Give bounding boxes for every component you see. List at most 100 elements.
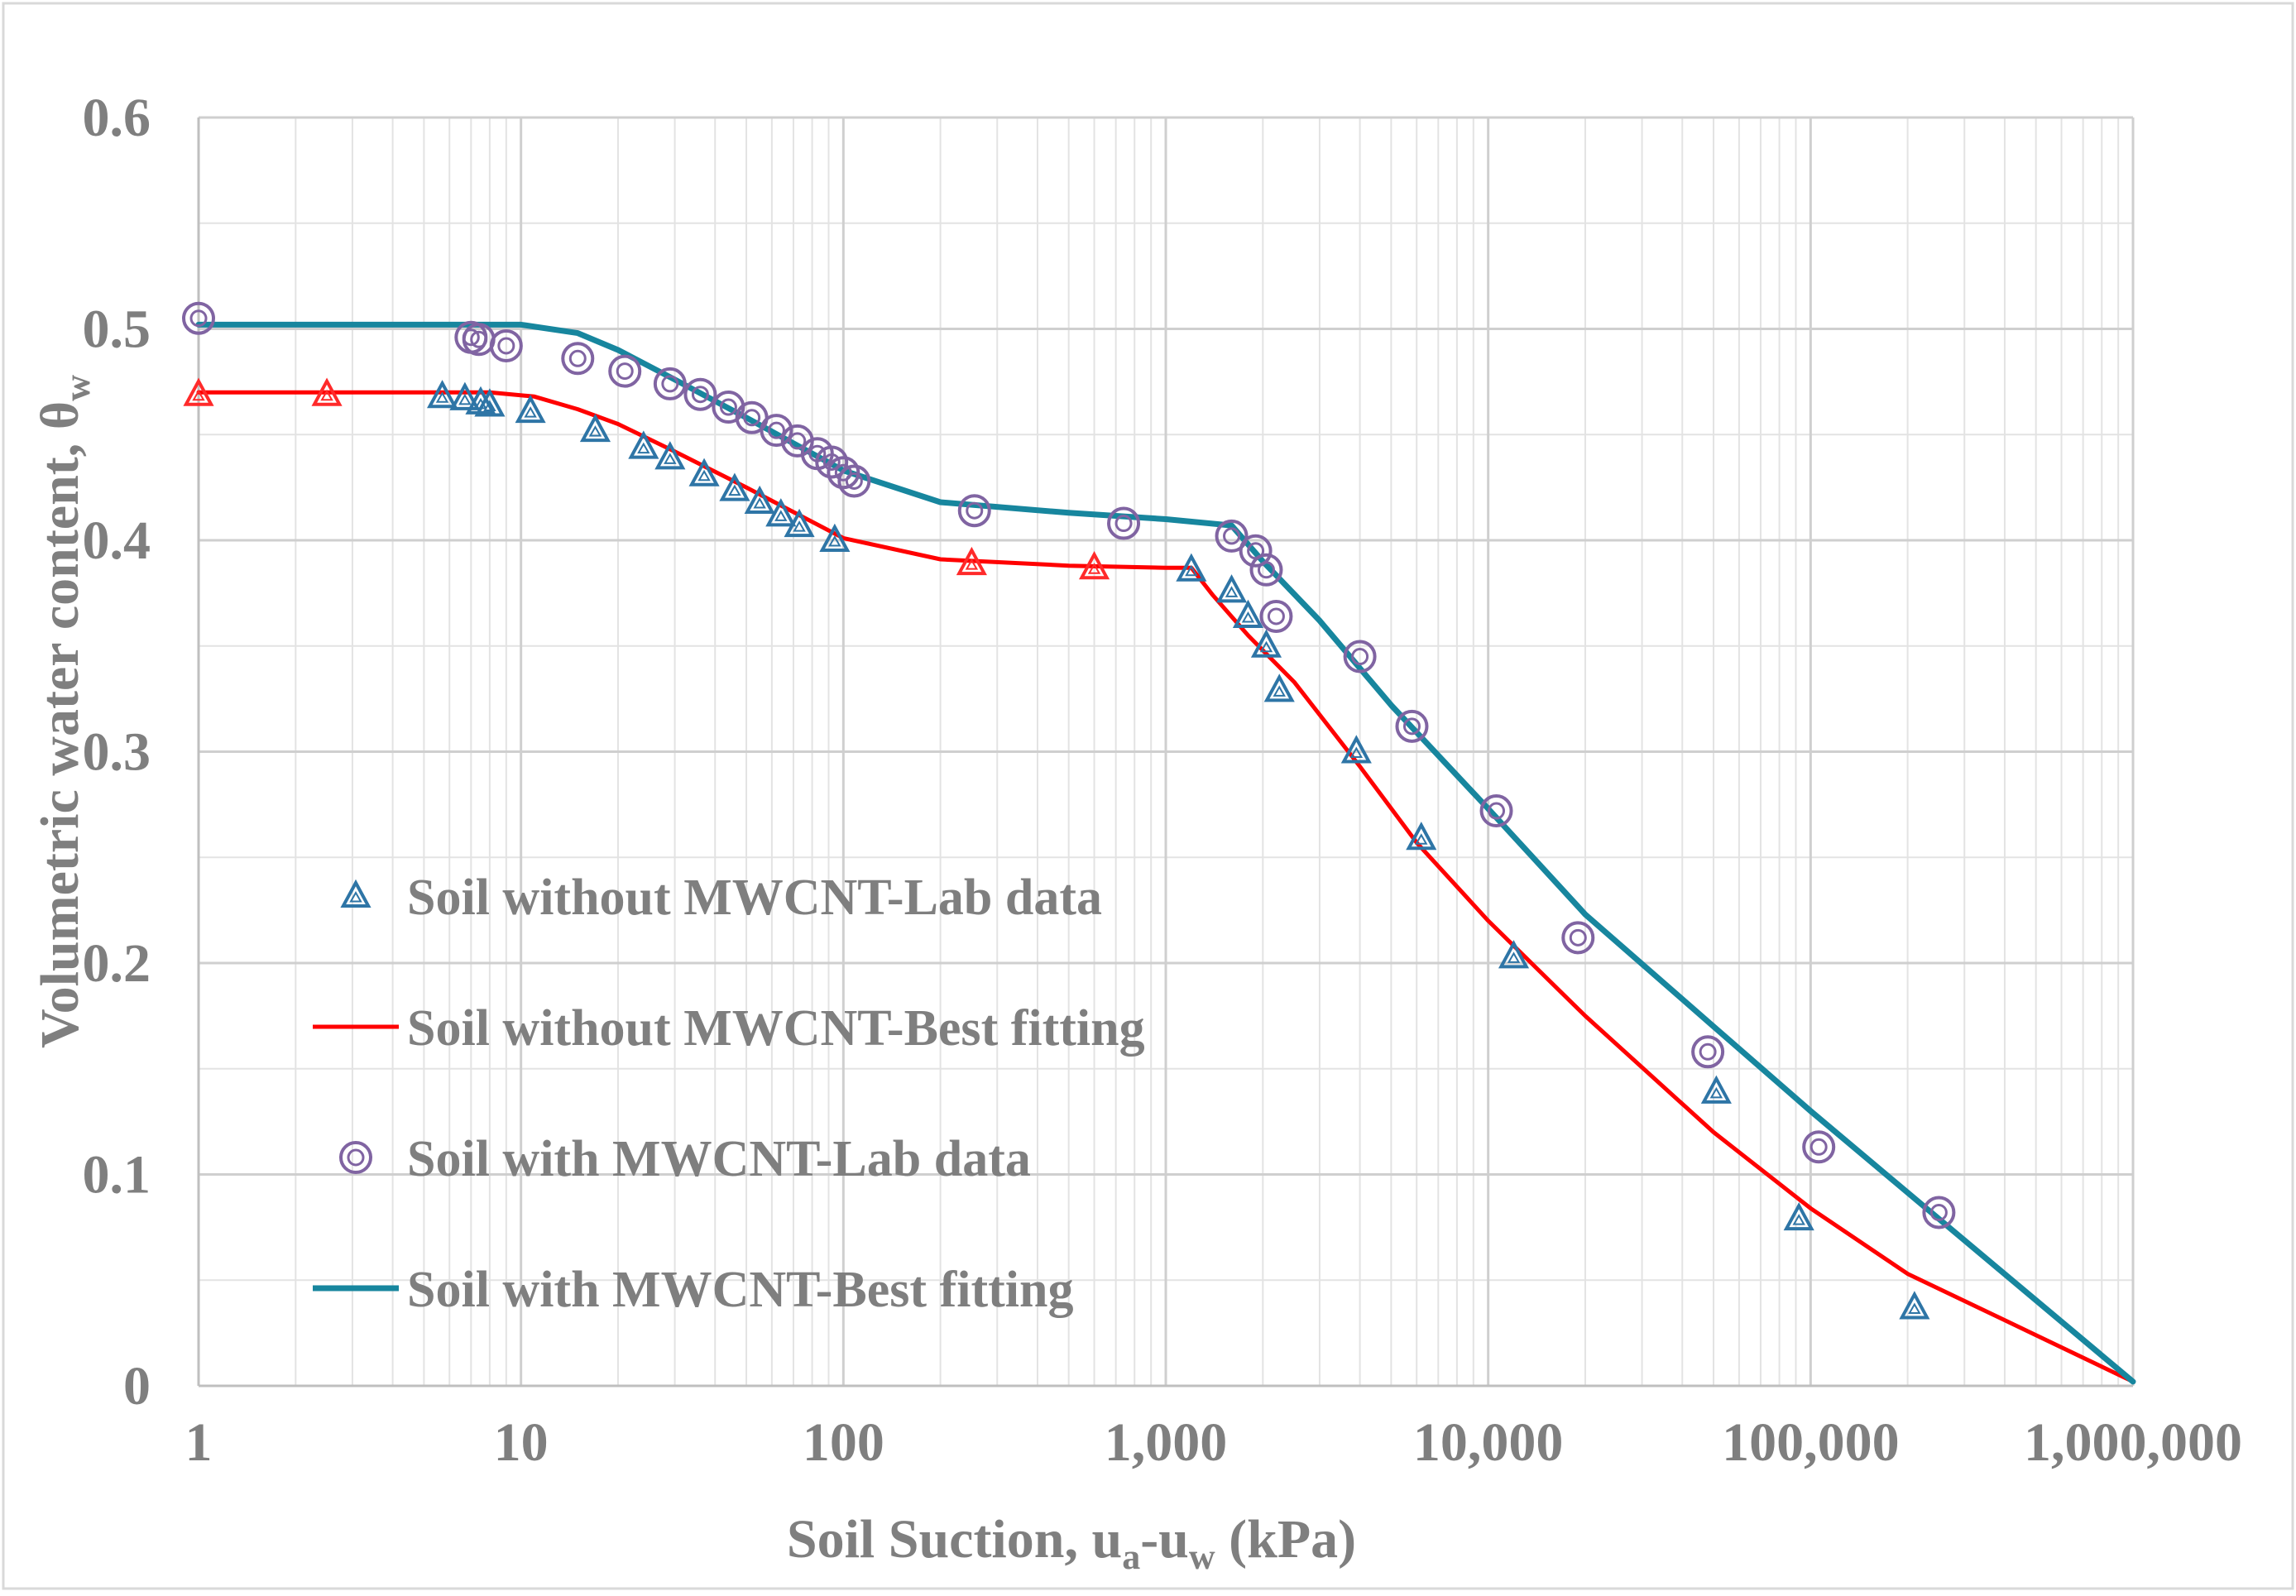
circle-marker-outer xyxy=(1343,640,1377,673)
triangle-marker-outer xyxy=(340,879,371,908)
triangle-marker-outer xyxy=(744,485,775,515)
legend-label: Soil without MWCNT-Best fitting xyxy=(407,1000,1145,1057)
y-tick-label: 0 xyxy=(123,1356,151,1416)
axes xyxy=(197,117,2133,1388)
circle-marker-outer xyxy=(1802,1130,1836,1164)
lab-data-point-triangle xyxy=(784,508,815,538)
circle-marker-inner xyxy=(616,362,634,381)
legend-item: Soil with MWCNT-Best fitting xyxy=(313,1262,1073,1318)
lab-data-point-circle xyxy=(653,367,687,400)
circle-marker-inner xyxy=(1223,527,1241,545)
y-tick-labels: 0 0.1 0.2 0.3 0.4 0.5 0.6 xyxy=(83,88,151,1416)
y-tick-label: 0.2 xyxy=(83,933,151,994)
circle-marker-inner xyxy=(1569,928,1587,947)
y-tick-label: 0.1 xyxy=(83,1145,151,1205)
circle-marker-inner xyxy=(497,337,515,355)
circle-marker-inner xyxy=(1929,1203,1948,1221)
triangle-marker-inner xyxy=(828,534,841,547)
circle-marker-inner xyxy=(743,409,761,427)
lab-data-point-triangle xyxy=(1700,1075,1732,1104)
triangle-marker-outer xyxy=(1700,1075,1732,1104)
triangle-marker-inner xyxy=(637,442,650,454)
lab-data-point-triangle xyxy=(311,377,343,406)
triangle-marker-outer xyxy=(628,430,659,459)
triangle-marker-outer xyxy=(449,381,481,410)
lab-data-point-triangle xyxy=(688,458,720,486)
legend-item: Soil with MWCNT-Lab data xyxy=(339,1131,1031,1187)
circle-marker-inner xyxy=(347,1148,365,1167)
circle-marker-outer xyxy=(1249,553,1283,587)
lab-data-point-triangle xyxy=(1176,553,1207,582)
triangle-marker-outer xyxy=(1406,822,1437,851)
triangle-marker-inner xyxy=(793,520,806,532)
lab-data-point-triangle xyxy=(1215,574,1248,603)
legend-circle-swatch xyxy=(339,1141,372,1174)
circle-marker-inner xyxy=(822,453,841,471)
lab-data-point-circle xyxy=(1259,599,1293,633)
triangle-marker-inner xyxy=(965,558,979,570)
lab-data-point-triangle xyxy=(956,546,987,576)
triangle-marker-inner xyxy=(483,400,496,411)
legend-label: Soil with MWCNT-Best fitting xyxy=(407,1262,1073,1318)
lab-data-point-circle xyxy=(1215,519,1249,553)
triangle-marker-outer xyxy=(474,388,506,417)
circle-marker-outer xyxy=(653,367,687,400)
circle-marker-outer xyxy=(957,494,991,528)
lab-data-point-triangle xyxy=(1899,1291,1930,1320)
triangle-marker-outer xyxy=(1250,629,1282,658)
circle-marker-outer xyxy=(182,301,215,335)
circle-marker-inner xyxy=(1402,717,1421,736)
triangle-marker-inner xyxy=(697,469,711,482)
lab-data-point-triangle xyxy=(579,413,611,443)
lab-data-point-triangle xyxy=(1250,629,1282,658)
fit-line-series-2 xyxy=(196,390,2135,1384)
triangle-marker-outer xyxy=(1498,940,1530,969)
x-axis-title: Soil Suction, ua-uw (kPa) xyxy=(787,1509,1356,1577)
circle-marker-outer xyxy=(1259,599,1293,633)
triangle-marker-outer xyxy=(579,413,611,443)
lab-data-point-circle xyxy=(1343,640,1377,673)
circle-marker-inner xyxy=(1267,607,1285,625)
lab-data-point-circle xyxy=(760,414,793,448)
triangle-marker-outer xyxy=(1263,673,1295,702)
circle-marker-inner xyxy=(691,386,709,404)
lab-data-point-circle xyxy=(1479,794,1513,828)
triangle-marker-inner xyxy=(1225,586,1239,597)
triangle-marker-inner xyxy=(1259,640,1273,653)
triangle-marker-outer xyxy=(719,472,750,501)
circle-marker-inner xyxy=(470,330,488,348)
triangle-marker-outer xyxy=(956,546,987,576)
lab-data-point-triangle xyxy=(1406,822,1437,851)
legend-item: Soil without MWCNT-Best fitting xyxy=(313,1000,1145,1057)
circle-marker-outer xyxy=(489,328,523,362)
x-tick-label: 1 xyxy=(185,1412,213,1473)
circle-marker-inner xyxy=(767,421,785,439)
lab-data-point-circle xyxy=(1802,1130,1836,1164)
circle-marker-outer xyxy=(608,354,642,388)
triangle-marker-inner xyxy=(192,389,205,401)
circle-marker-outer xyxy=(1107,506,1141,540)
triangle-marker-inner xyxy=(1908,1302,1921,1314)
lab-data-point-circle xyxy=(1249,553,1283,587)
lab-data-point-triangle xyxy=(1263,673,1295,702)
triangle-marker-outer xyxy=(1078,551,1110,580)
circle-marker-inner xyxy=(1809,1138,1828,1156)
lab-data-point-triangle xyxy=(1232,599,1264,628)
circle-marker-outer xyxy=(683,377,717,411)
triangle-marker-inner xyxy=(1273,685,1286,697)
circle-marker-inner xyxy=(661,375,679,393)
triangle-marker-outer xyxy=(426,380,458,409)
lab-data-point-triangle xyxy=(628,430,659,459)
lab-data-point-circle xyxy=(608,354,642,388)
circle-marker-outer xyxy=(561,342,595,376)
triangle-marker-inner xyxy=(664,453,677,464)
circle-marker-inner xyxy=(1699,1042,1717,1061)
lab-data-point-circle xyxy=(1691,1035,1725,1069)
circle-marker-outer xyxy=(1479,794,1513,828)
circle-marker-outer xyxy=(815,445,849,479)
lab-data-point-triangle xyxy=(183,377,214,406)
circle-marker-inner xyxy=(1257,561,1275,579)
x-tick-label: 100 xyxy=(803,1412,884,1473)
circle-marker-outer xyxy=(1215,519,1249,553)
